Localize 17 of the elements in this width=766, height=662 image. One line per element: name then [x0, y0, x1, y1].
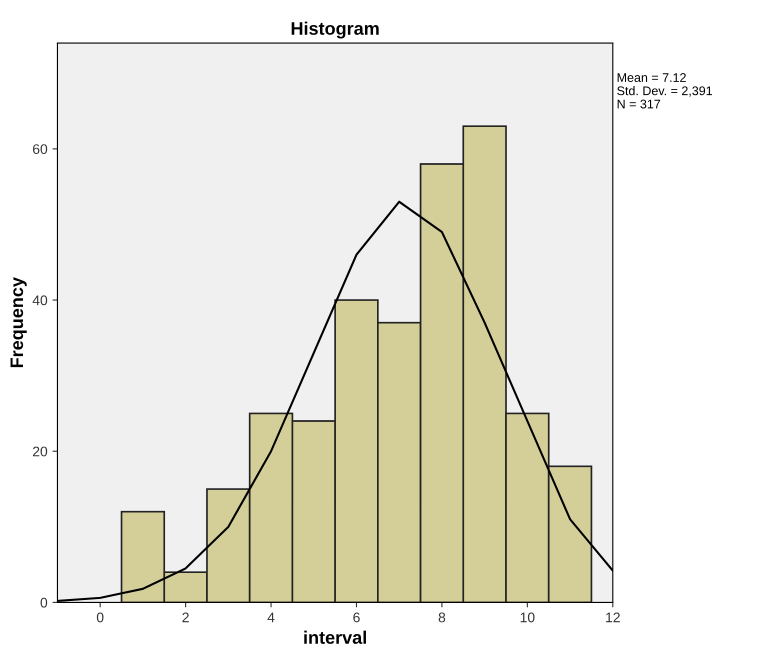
x-tick-label: 8: [438, 612, 446, 622]
text: Mean = 7.12: [618, 73, 686, 82]
x-tick-label: 0: [96, 612, 104, 622]
text: N = 317: [618, 100, 660, 108]
text: Std. Dev. = 2,391: [617, 86, 712, 97]
x-axis-title: interval: [304, 630, 366, 644]
y-tick-label: 60: [32, 144, 48, 154]
x-tick-label: 6: [353, 612, 360, 622]
y-tick-label: 40: [32, 295, 48, 306]
x-tick-label: 12: [606, 612, 620, 622]
y-tick-label: 20: [32, 446, 48, 456]
y-tick-label: 0: [40, 598, 48, 608]
y-axis-title: Frequency: [10, 277, 27, 368]
x-tick-label: 10: [520, 612, 535, 622]
chart-title: Histogram: [292, 22, 379, 39]
x-tick-label: 4: [268, 612, 274, 622]
x-tick-label: 2: [182, 612, 189, 622]
